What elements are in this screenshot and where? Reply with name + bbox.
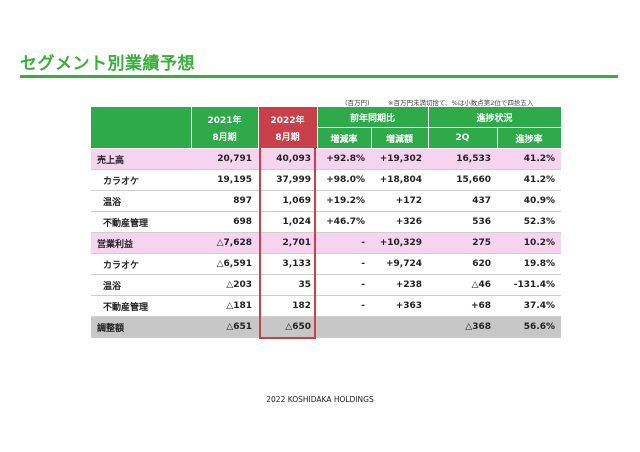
cell-fy2022: 35 <box>258 274 317 296</box>
row-label: 調整額 <box>91 316 191 338</box>
cell-q2: 15,660 <box>428 169 498 191</box>
unit-label: (百万円) <box>345 99 370 107</box>
row-label: 温浴 <box>91 190 191 212</box>
cell-progress: 56.6% <box>497 316 562 338</box>
cell-q2: 620 <box>428 253 498 275</box>
table-row-net-sales: 売上高 20,791 40,093 +92.8% +19,302 16,533 … <box>91 148 562 170</box>
cell-yoy-amount <box>371 316 429 338</box>
row-label: 温浴 <box>91 274 191 296</box>
header-fy2021: 2021年 8月期 <box>191 107 259 149</box>
table-row-profit-bath: 温浴 △203 35 - +238 △46 -131.4% <box>91 274 562 296</box>
table-row-sales-karaoke: カラオケ 19,195 37,999 +98.0% +18,804 15,660… <box>91 169 562 191</box>
table-row-sales-bath: 温浴 897 1,069 +19.2% +172 437 40.9% <box>91 190 562 212</box>
cell-q2: △46 <box>428 274 498 296</box>
cell-progress: 10.2% <box>497 232 562 254</box>
cell-fy2021: 698 <box>191 211 258 233</box>
cell-fy2021: △203 <box>191 274 258 296</box>
cell-yoy-amount: +9,724 <box>371 253 429 275</box>
cell-yoy-rate: - <box>317 295 371 317</box>
cell-fy2021: 897 <box>191 190 258 212</box>
cell-fy2022: 1,024 <box>258 211 317 233</box>
header-yoy-rate: 増減率 <box>317 127 372 149</box>
cell-progress: -131.4% <box>497 274 562 296</box>
cell-fy2021: △6,591 <box>191 253 258 275</box>
cell-q2: △368 <box>428 316 498 338</box>
cell-yoy-amount: +326 <box>371 211 429 233</box>
row-label: 営業利益 <box>91 232 191 254</box>
cell-yoy-rate: - <box>317 274 371 296</box>
table-row-adjustment: 調整額 △651 △650 △368 56.6% <box>91 316 562 338</box>
row-label: 売上高 <box>91 148 191 170</box>
cell-yoy-rate: +98.0% <box>317 169 371 191</box>
cell-fy2022: 37,999 <box>258 169 317 191</box>
table-row-operating-profit: 営業利益 △7,628 2,701 - +10,329 275 10.2% <box>91 232 562 254</box>
header-q2: 2Q <box>428 127 498 149</box>
header-fy2021-year: 2021年 <box>207 115 242 126</box>
cell-progress: 40.9% <box>497 190 562 212</box>
table-row-profit-real-estate: 不動産管理 △181 182 - +363 +68 37.4% <box>91 295 562 317</box>
row-label: カラオケ <box>91 253 191 275</box>
segment-forecast-table: 2021年 8月期 2022年 8月期 前年同期比 進捗状況 増減率 増減額 2… <box>91 107 562 338</box>
cell-fy2021: △651 <box>191 316 258 338</box>
cell-yoy-amount: +238 <box>371 274 429 296</box>
cell-fy2022: △650 <box>258 316 317 338</box>
cell-fy2021: △181 <box>191 295 258 317</box>
cell-fy2021: 20,791 <box>191 148 258 170</box>
cell-progress: 19.8% <box>497 253 562 275</box>
table-row-profit-karaoke: カラオケ △6,591 3,133 - +9,724 620 19.8% <box>91 253 562 275</box>
header-fy2022-period: 8月期 <box>275 132 300 143</box>
cell-q2: 536 <box>428 211 498 233</box>
cell-fy2022: 182 <box>258 295 317 317</box>
header-fy2021-period: 8月期 <box>212 132 237 143</box>
cell-fy2022: 40,093 <box>258 148 317 170</box>
cell-yoy-amount: +363 <box>371 295 429 317</box>
header-progress: 進捗状況 <box>428 107 562 128</box>
title-underline <box>20 75 618 78</box>
cell-yoy-rate: - <box>317 232 371 254</box>
header-fy2022: 2022年 8月期 <box>258 107 318 149</box>
header-progress-rate: 進捗率 <box>497 127 562 149</box>
cell-yoy-rate <box>317 316 371 338</box>
row-label: 不動産管理 <box>91 211 191 233</box>
cell-q2: 275 <box>428 232 498 254</box>
header-fy2022-year: 2022年 <box>270 115 305 126</box>
header-yoy-amount: 増減額 <box>371 127 429 149</box>
cell-yoy-amount: +10,329 <box>371 232 429 254</box>
cell-q2: 16,533 <box>428 148 498 170</box>
header-corner <box>91 107 192 149</box>
cell-yoy-rate: +46.7% <box>317 211 371 233</box>
cell-yoy-amount: +172 <box>371 190 429 212</box>
cell-fy2021: △7,628 <box>191 232 258 254</box>
cell-fy2022: 1,069 <box>258 190 317 212</box>
cell-progress: 52.3% <box>497 211 562 233</box>
cell-yoy-rate: - <box>317 253 371 275</box>
cell-yoy-rate: +19.2% <box>317 190 371 212</box>
rounding-note: ※百万円未満切捨て、%は小数点第2位で四捨五入 <box>388 99 534 107</box>
cell-fy2022: 2,701 <box>258 232 317 254</box>
footer-copyright: 2022 KOSHIDAKA HOLDINGS <box>266 395 374 404</box>
row-label: 不動産管理 <box>91 295 191 317</box>
cell-fy2022: 3,133 <box>258 253 317 275</box>
cell-q2: +68 <box>428 295 498 317</box>
header-yoy: 前年同期比 <box>317 107 429 128</box>
cell-yoy-amount: +19,302 <box>371 148 429 170</box>
cell-q2: 437 <box>428 190 498 212</box>
cell-fy2021: 19,195 <box>191 169 258 191</box>
cell-yoy-amount: +18,804 <box>371 169 429 191</box>
page-title: セグメント別業績予想 <box>20 54 195 74</box>
cell-yoy-rate: +92.8% <box>317 148 371 170</box>
cell-progress: 37.4% <box>497 295 562 317</box>
row-label: カラオケ <box>91 169 191 191</box>
table-row-sales-real-estate: 不動産管理 698 1,024 +46.7% +326 536 52.3% <box>91 211 562 233</box>
cell-progress: 41.2% <box>497 169 562 191</box>
cell-progress: 41.2% <box>497 148 562 170</box>
